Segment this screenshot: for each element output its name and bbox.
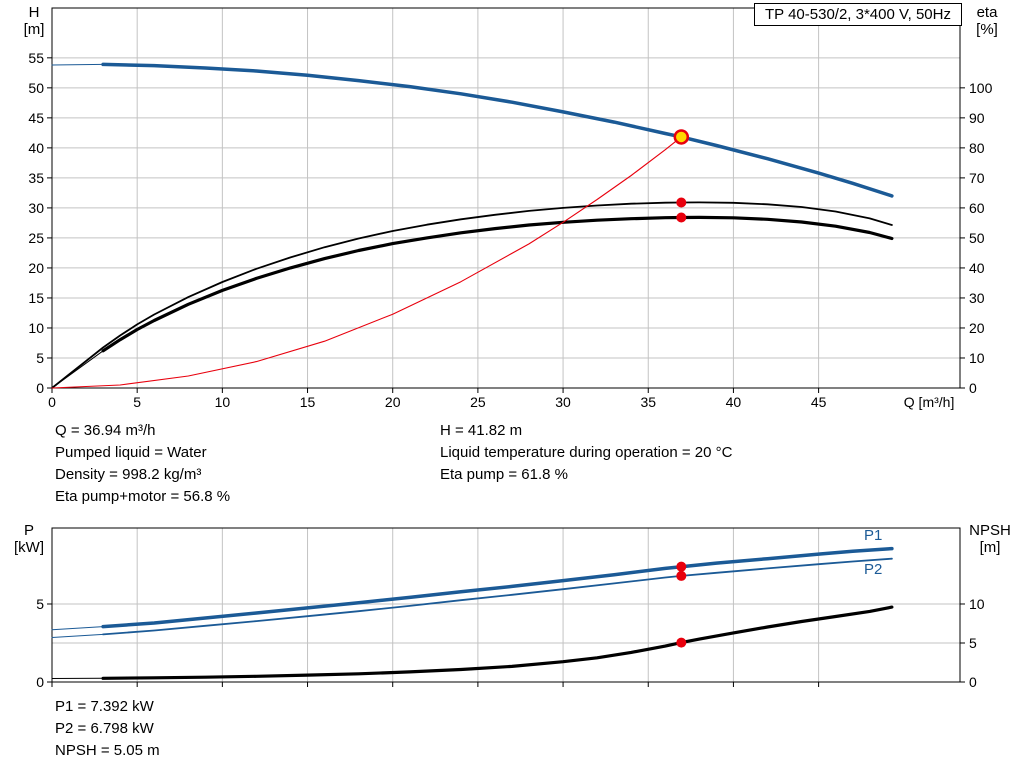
npsh-axis-unit: [m] — [979, 539, 1001, 556]
y-right-tick-label: 70 — [969, 170, 985, 186]
y-left-tick-label: 5 — [36, 350, 44, 366]
y-right-tick-label: 90 — [969, 110, 985, 126]
series-head-lead — [51, 63, 104, 66]
info-line-head: H = 41.82 m — [440, 422, 523, 439]
y-left-tick-label: 15 — [28, 290, 44, 306]
series-eta-pump-motor-lead — [51, 350, 104, 389]
info-line-p1: P1 = 7.392 kW — [55, 698, 154, 715]
y-left-tick-label: 35 — [28, 170, 44, 186]
y-left-tick-label: 45 — [28, 110, 44, 126]
h-axis-symbol: H — [28, 4, 40, 21]
y-right-tick-label: 10 — [969, 596, 985, 612]
eta-axis-symbol: eta — [976, 4, 998, 21]
info-line-eta-pump: Eta pump = 61.8 % — [440, 466, 568, 483]
x-axis-label: Q [m³/h] — [904, 394, 955, 410]
operating-point-dot — [676, 637, 687, 648]
y-left-tick-label: 40 — [28, 140, 44, 156]
series-eta-pump-motor — [101, 215, 894, 353]
y-right-tick-label: 30 — [969, 290, 985, 306]
series-p2 — [102, 557, 893, 636]
p2-curve-label: P2 — [864, 561, 883, 578]
operating-point-dot — [676, 212, 687, 223]
p-axis-unit: [kW] — [14, 539, 44, 556]
npsh-axis-symbol: NPSH — [969, 522, 1011, 539]
series-p2-lead — [51, 633, 104, 638]
y-left-tick-label: 0 — [36, 380, 44, 396]
info-line-flow: Q = 36.94 m³/h — [55, 422, 156, 439]
y-right-tick-label: 80 — [969, 140, 985, 156]
operating-point-dot — [676, 570, 687, 581]
y-right-tick-label: 60 — [969, 200, 985, 216]
series-head — [101, 62, 894, 198]
y-left-tick-label: 25 — [28, 230, 44, 246]
duty-info-left: Q = 36.94 m³/h Pumped liquid = Water Den… — [55, 420, 230, 508]
x-tick-label: 35 — [640, 394, 656, 410]
eta-axis-unit: [%] — [976, 21, 998, 38]
x-tick-label: 10 — [215, 394, 231, 410]
series-p1 — [101, 546, 894, 629]
y-right-tick-label: 5 — [969, 635, 977, 651]
y-left-tick-label: 10 — [28, 320, 44, 336]
x-tick-label: 40 — [726, 394, 742, 410]
power-info: P1 = 7.392 kW P2 = 6.798 kW NPSH = 5.05 … — [55, 696, 160, 762]
y-right-tick-label: 10 — [969, 350, 985, 366]
duty-info-right: H = 41.82 m Liquid temperature during op… — [440, 420, 732, 486]
bottom-right-axis-title: NPSH [m] — [962, 522, 1018, 556]
y-right-tick-label: 0 — [969, 380, 977, 396]
info-line-liquid: Pumped liquid = Water — [55, 444, 207, 461]
plot-frame — [51, 7, 961, 389]
series-system-curve — [51, 136, 682, 389]
x-tick-label: 30 — [555, 394, 571, 410]
x-tick-label: 45 — [811, 394, 827, 410]
y-left-tick-label: 5 — [36, 596, 44, 612]
y-right-tick-label: 100 — [969, 80, 993, 96]
y-left-tick-label: 55 — [28, 50, 44, 66]
h-axis-unit: [m] — [23, 21, 45, 38]
top-left-axis-title: H [m] — [14, 4, 54, 38]
y-right-tick-label: 0 — [969, 674, 977, 690]
pump-title-box: TP 40-530/2, 3*400 V, 50Hz — [754, 3, 962, 26]
y-left-tick-label: 30 — [28, 200, 44, 216]
duty-point-marker — [673, 129, 690, 145]
info-line-npsh: NPSH = 5.05 m — [55, 742, 160, 759]
y-left-tick-label: 0 — [36, 674, 44, 690]
p-axis-symbol: P — [23, 522, 34, 539]
info-line-temperature: Liquid temperature during operation = 20… — [440, 444, 733, 461]
x-tick-label: 25 — [470, 394, 486, 410]
p1-curve-label: P1 — [864, 527, 883, 544]
info-line-eta-pump-motor: Eta pump+motor = 56.8 % — [55, 488, 231, 505]
x-tick-label: 0 — [48, 394, 56, 410]
y-right-tick-label: 50 — [969, 230, 985, 246]
top-right-axis-title: eta [%] — [964, 4, 1010, 38]
y-right-tick-label: 20 — [969, 320, 985, 336]
y-left-tick-label: 50 — [28, 80, 44, 96]
info-line-density: Density = 998.2 kg/m³ — [55, 466, 202, 483]
operating-point-dot — [676, 197, 687, 208]
x-tick-label: 5 — [133, 394, 141, 410]
series-eta-pump — [51, 201, 893, 389]
x-tick-label: 20 — [385, 394, 401, 410]
series-p1-lead — [51, 626, 104, 631]
x-tick-label: 15 — [300, 394, 316, 410]
y-right-tick-label: 40 — [969, 260, 985, 276]
info-line-p2: P2 = 6.798 kW — [55, 720, 154, 737]
operating-point-dot — [676, 561, 687, 572]
y-left-tick-label: 20 — [28, 260, 44, 276]
series-npsh — [101, 605, 894, 680]
bottom-left-axis-title: P [kW] — [6, 522, 52, 556]
plot-frame — [51, 527, 961, 683]
